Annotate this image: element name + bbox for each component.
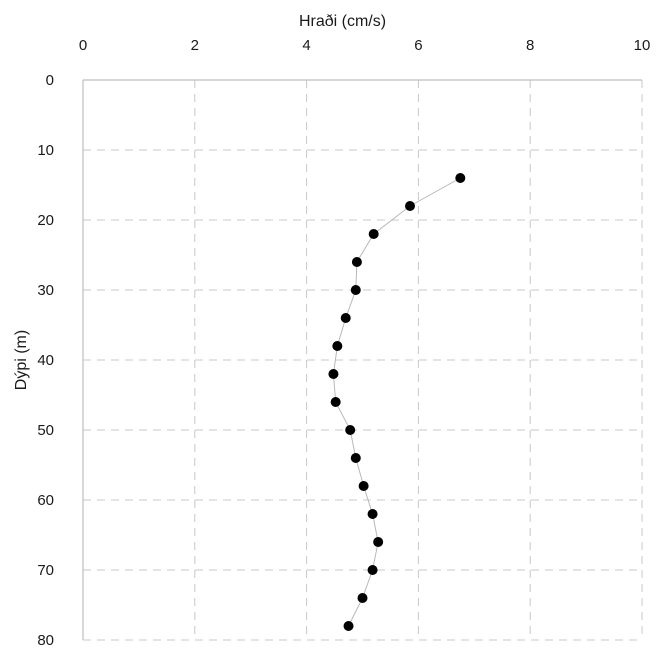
x-tick-label-8: 8 xyxy=(526,37,534,54)
data-point-16 xyxy=(343,621,354,631)
y-tick-label-30: 30 xyxy=(37,282,54,299)
x-tick-label-6: 6 xyxy=(414,37,422,54)
data-point-14 xyxy=(367,565,378,575)
data-point-12 xyxy=(367,509,378,519)
data-point-13 xyxy=(373,537,384,547)
y-tick-label-20: 20 xyxy=(37,212,54,229)
series-line-0 xyxy=(332,177,461,627)
data-point-2 xyxy=(368,229,379,239)
x-tick-label-10: 10 xyxy=(634,37,651,54)
y-tick-label-40: 40 xyxy=(37,352,54,369)
grid-lines xyxy=(83,80,643,641)
data-point-15 xyxy=(357,593,368,603)
y-tick-label-0: 0 xyxy=(46,72,54,89)
data-point-6 xyxy=(332,341,343,351)
axes xyxy=(82,79,642,640)
data-point-7 xyxy=(328,369,339,379)
y-tick-label-10: 10 xyxy=(37,142,54,159)
x-tick-label-0: 0 xyxy=(79,37,87,54)
y-tick-labels: 0 10 20 30 40 50 60 70 80 xyxy=(37,72,54,649)
data-point-3 xyxy=(351,257,362,267)
series-velocity-profile xyxy=(328,173,466,631)
x-tick-label-4: 4 xyxy=(302,37,310,54)
y-axis-title: Dýpi (m) xyxy=(13,330,30,390)
x-tick-labels: 0 2 4 6 8 10 xyxy=(79,37,651,54)
y-tick-label-80: 80 xyxy=(37,632,54,649)
data-point-11 xyxy=(358,481,369,491)
y-tick-label-60: 60 xyxy=(37,492,54,509)
x-axis-title: Hraði (cm/s) xyxy=(299,13,386,30)
y-tick-label-70: 70 xyxy=(37,562,54,579)
data-point-4 xyxy=(350,285,361,295)
data-point-5 xyxy=(340,313,351,323)
data-point-8 xyxy=(330,397,341,407)
data-point-10 xyxy=(350,453,361,463)
data-point-0 xyxy=(455,173,466,183)
data-point-1 xyxy=(405,201,416,211)
y-tick-label-50: 50 xyxy=(37,422,54,439)
data-point-9 xyxy=(345,425,356,435)
x-tick-label-2: 2 xyxy=(191,37,199,54)
